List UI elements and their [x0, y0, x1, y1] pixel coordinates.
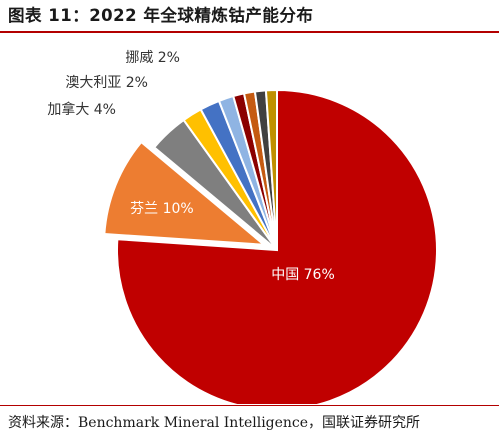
pie-slice-1	[103, 140, 268, 246]
source-note: 资料来源：Benchmark Mineral Intelligence，国联证券…	[8, 415, 421, 431]
title-divider	[0, 31, 499, 33]
slice-label-0: 中国 76%	[271, 267, 335, 283]
slice-label-1: 芬兰 10%	[130, 201, 194, 217]
chart-title: 图表 11：2022 年全球精炼钴产能分布	[8, 6, 314, 25]
source-divider	[0, 405, 499, 406]
slice-label-4: 挪威 2%	[125, 50, 180, 66]
pie-slice-9	[264, 88, 278, 251]
slice-label-2: 加拿大 4%	[47, 101, 116, 118]
pie-chart: 中国 76% 芬兰 10% 加拿大 4% 澳大利亚 2% 挪威 2%	[47, 50, 438, 404]
slice-label-3: 澳大利亚 2%	[65, 75, 148, 91]
